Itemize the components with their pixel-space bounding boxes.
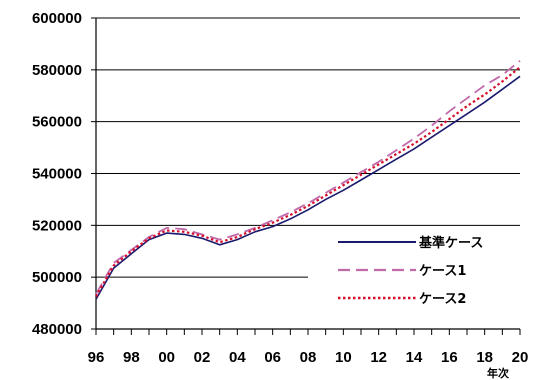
y-tick-label: 580000 bbox=[32, 62, 82, 79]
x-tick-label: 08 bbox=[300, 349, 317, 366]
x-tick-label: 00 bbox=[158, 349, 175, 366]
series-line-1 bbox=[95, 75, 521, 300]
x-tick-label: 98 bbox=[123, 349, 140, 366]
x-tick-label: 16 bbox=[441, 349, 458, 366]
y-tick-label: 600000 bbox=[32, 10, 82, 27]
legend-label: ケース1 bbox=[419, 264, 466, 279]
y-tick-label: 480000 bbox=[32, 321, 82, 338]
y-tick-labels: 480000 500000 520000 540000 560000 580000 6000… bbox=[32, 10, 82, 338]
x-axis-label: 年次 bbox=[487, 366, 509, 380]
x-tick-label: 12 bbox=[370, 349, 387, 366]
x-tick-label: 10 bbox=[335, 349, 352, 366]
x-tick-label: 20 bbox=[512, 349, 529, 366]
x-tick-label: 02 bbox=[194, 349, 211, 366]
x-tick-label: 96 bbox=[88, 349, 105, 366]
series-line-2 bbox=[95, 60, 521, 295]
gridlines bbox=[96, 17, 520, 278]
series-line-3 bbox=[95, 66, 521, 298]
x-tick-label: 18 bbox=[476, 349, 493, 366]
y-tick-label: 540000 bbox=[32, 166, 82, 183]
axes bbox=[91, 17, 521, 335]
y-tick-label: 520000 bbox=[32, 217, 82, 234]
y-tick-label: 560000 bbox=[32, 114, 82, 131]
series-lines bbox=[95, 60, 521, 300]
x-tick-label: 06 bbox=[264, 349, 281, 366]
x-tick-labels: 96 98 00 02 04 06 08 10 12 14 16 18 20 bbox=[88, 349, 529, 366]
legend-label: ケース2 bbox=[419, 292, 466, 307]
x-tick-label: 14 bbox=[406, 349, 423, 366]
legend-label: 基準ケース bbox=[418, 235, 483, 251]
x-tick-label: 04 bbox=[229, 349, 246, 366]
y-tick-label: 500000 bbox=[32, 269, 82, 286]
